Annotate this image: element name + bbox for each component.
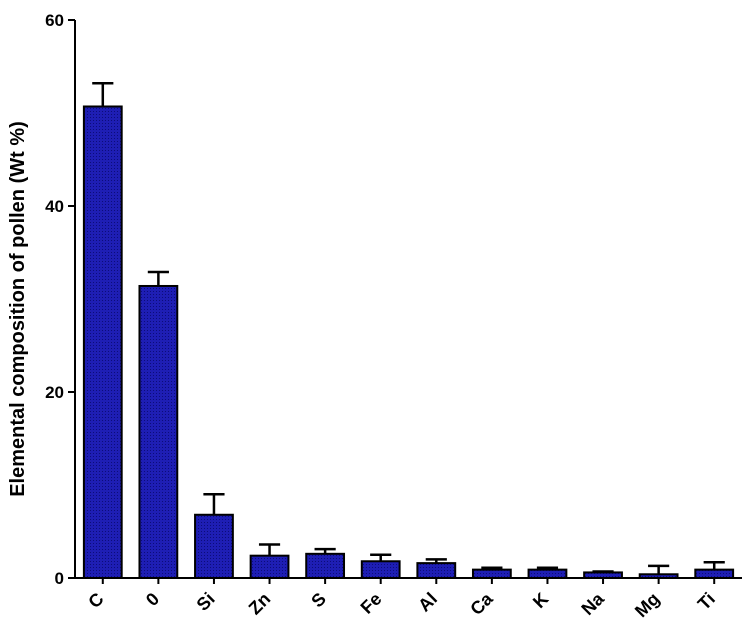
error-bars-layer <box>92 81 725 575</box>
bar-Si <box>194 513 234 580</box>
bar-K <box>527 568 568 580</box>
y-tick-label: 60 <box>45 11 64 30</box>
x-tick-label-Fe: Fe <box>357 589 386 618</box>
x-tick-label-Ti: Ti <box>694 589 719 614</box>
x-tick-label-K: K <box>529 589 552 612</box>
y-tick-label: 40 <box>45 197 64 216</box>
x-labels-layer: C 0 Si Zn S Fe Al Ca K Na Mg Ti <box>84 578 719 621</box>
x-tick-label-Zn: Zn <box>245 589 275 619</box>
bar-Zn <box>249 554 290 579</box>
x-tick-label-C: C <box>84 589 107 612</box>
y-tick-label: 0 <box>55 569 64 588</box>
y-tick-label: 20 <box>45 383 64 402</box>
bars-layer <box>82 105 735 580</box>
x-tick-label-0: 0 <box>142 589 163 610</box>
bar-Ca <box>471 568 512 580</box>
y-axis-title: Elemental composition of pollen (Wt %) <box>7 121 29 497</box>
bar-Fe <box>360 560 401 580</box>
bar-C <box>82 105 123 580</box>
y-ticks-layer: 0 20 40 60 <box>45 11 75 588</box>
x-tick-label-Al: Al <box>414 589 441 616</box>
x-tick-label-S: S <box>307 589 330 612</box>
x-tick-label-Si: Si <box>193 589 219 615</box>
bar-Ti <box>694 568 735 580</box>
axes-layer <box>74 20 742 579</box>
x-tick-label-Mg: Mg <box>631 589 664 622</box>
bar-S <box>305 552 346 580</box>
x-tick-label-Na: Na <box>577 588 608 619</box>
x-tick-label-Ca: Ca <box>466 588 497 619</box>
bar-0 <box>138 284 179 579</box>
bar-Al <box>416 562 457 579</box>
